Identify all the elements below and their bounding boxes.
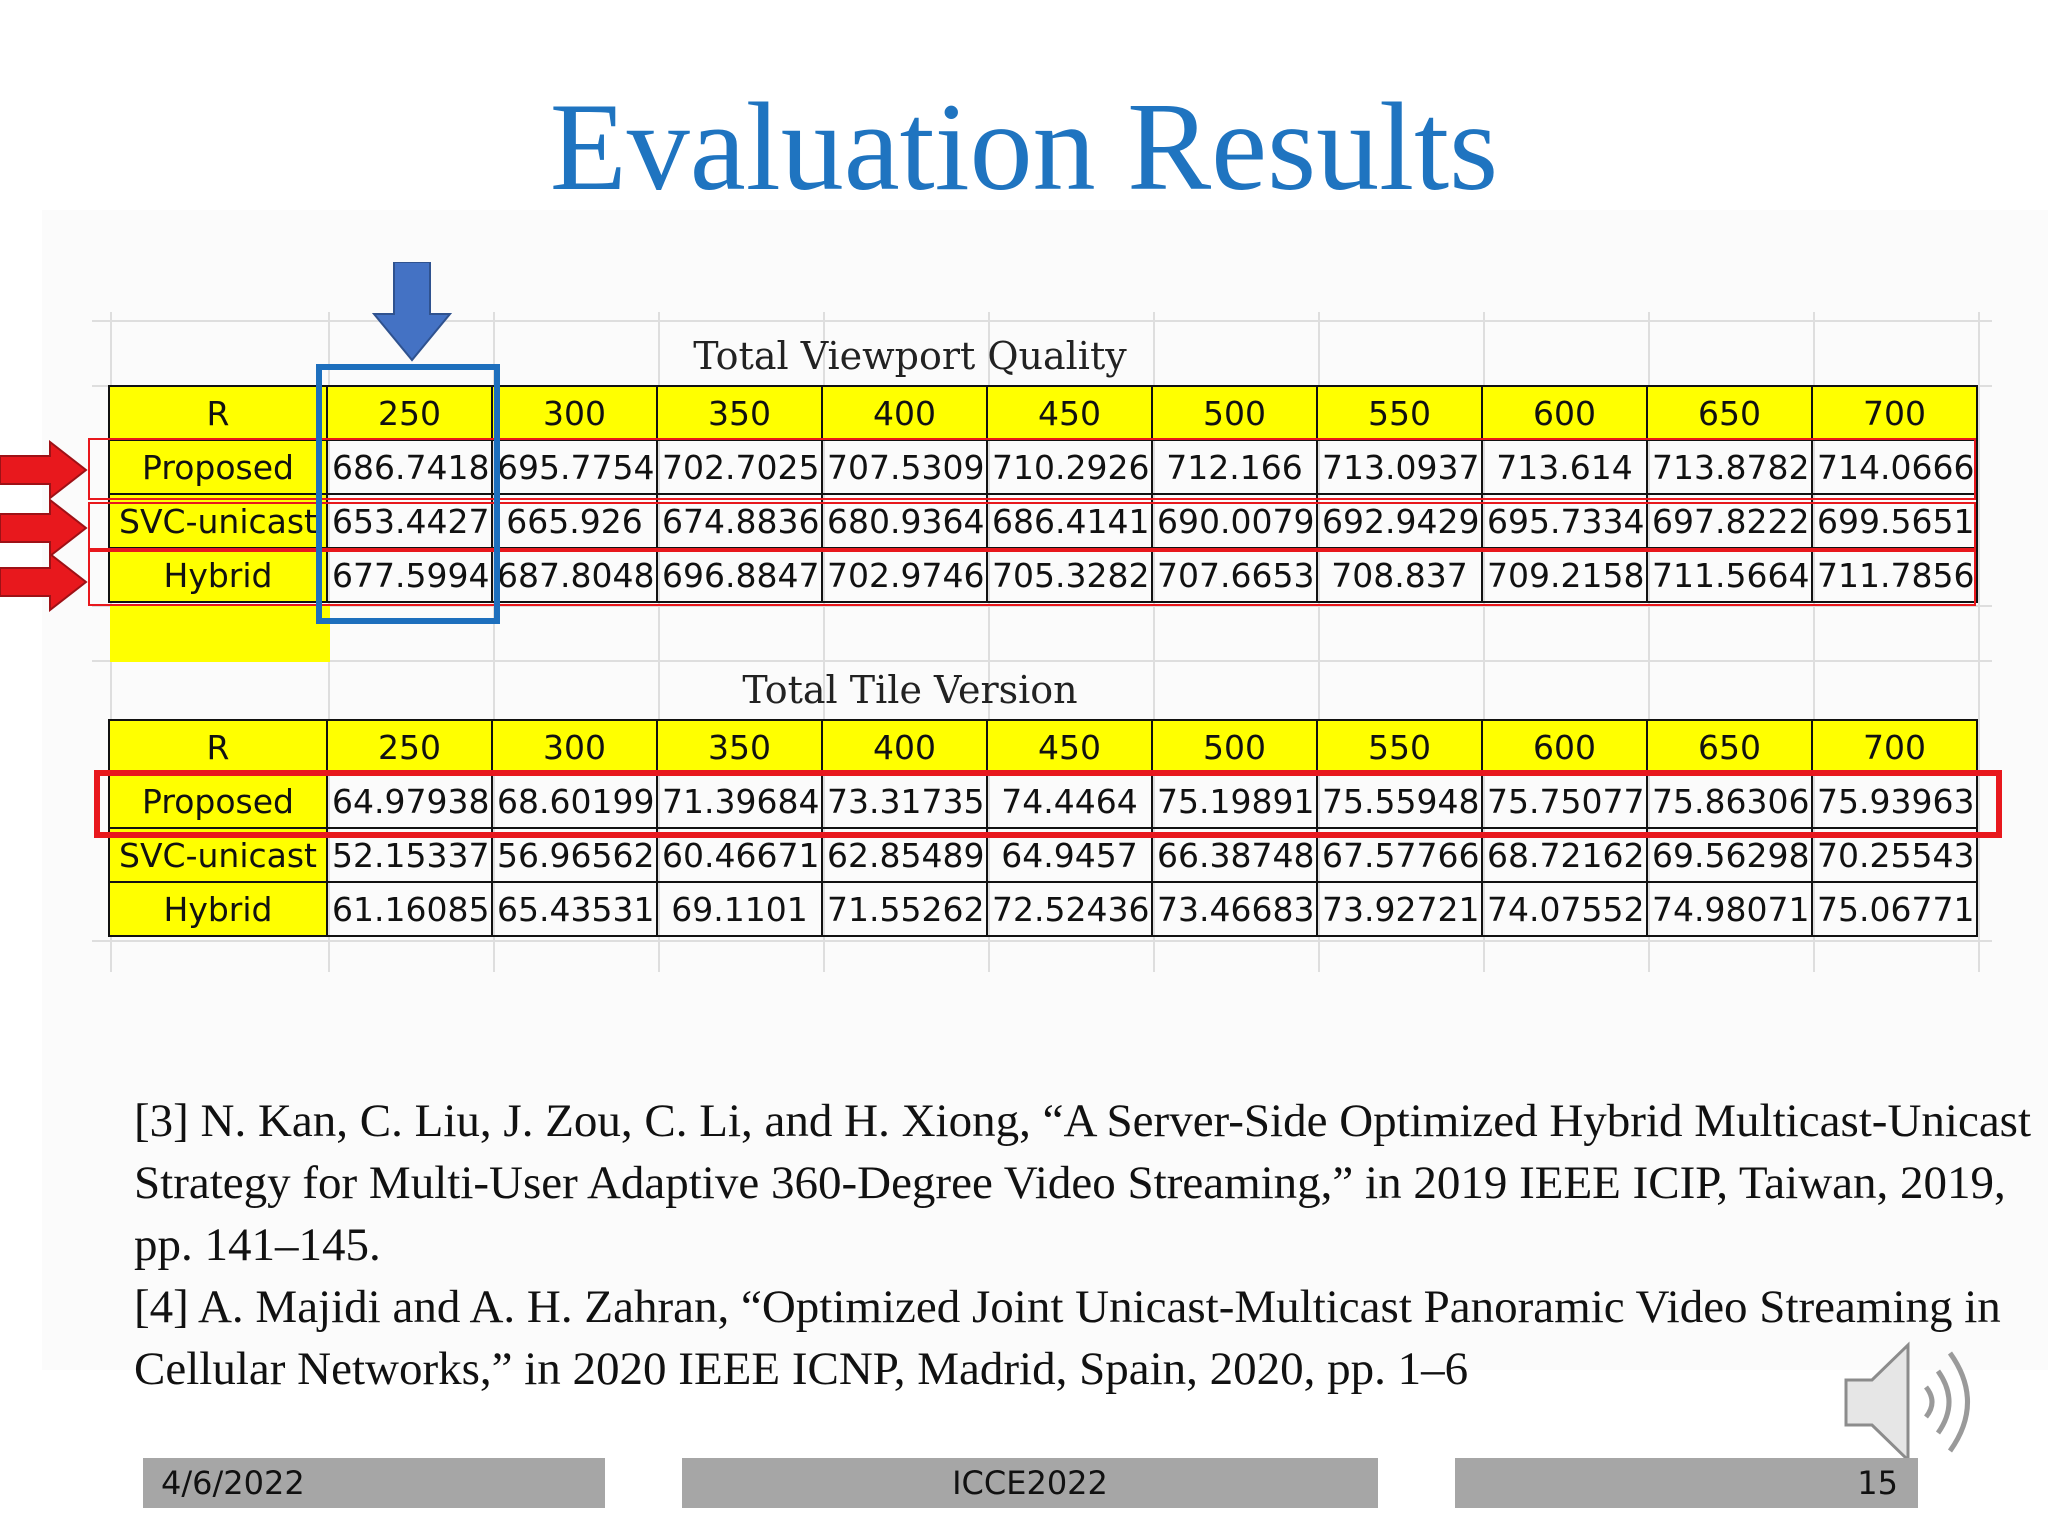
right-arrow-icon — [0, 440, 88, 500]
table-row: Proposed 686.7418 695.7754 702.7025 707.5309… — [108, 439, 1978, 495]
table-header-row: R 250 300 350 400 450 500 550 600 650 700 — [108, 719, 1978, 775]
column-header-cell: 600 — [1481, 719, 1648, 775]
down-arrow-icon — [372, 262, 452, 362]
value-cell: 73.31735 — [821, 773, 988, 829]
reference-3: [3] N. Kan, C. Liu, J. Zou, C. Li, and H… — [134, 1095, 2032, 1271]
right-arrow-icon — [0, 498, 88, 558]
column-header-cell: 700 — [1811, 719, 1978, 775]
value-cell: 74.98071 — [1646, 881, 1813, 937]
column-header-cell: 250 — [326, 719, 493, 775]
tile-version-table: R 250 300 350 400 450 500 550 600 650 700 Proposed 6… — [108, 719, 1978, 937]
value-cell: 709.2158 — [1481, 547, 1648, 603]
column-header-cell: 550 — [1316, 719, 1483, 775]
value-cell: 710.2926 — [986, 439, 1153, 495]
reference-4: [4] A. Majidi and A. H. Zahran, “Optimiz… — [134, 1281, 2001, 1395]
value-cell: 75.86306 — [1646, 773, 1813, 829]
value-cell: 68.60199 — [491, 773, 658, 829]
value-cell: 712.166 — [1151, 439, 1318, 495]
value-cell: 653.4427 — [326, 493, 493, 549]
table-row: Hybrid 677.5994 687.8048 696.8847 702.9746 70… — [108, 547, 1978, 603]
value-cell: 713.8782 — [1646, 439, 1813, 495]
column-header-cell: 550 — [1316, 385, 1483, 441]
value-cell: 74.4464 — [986, 773, 1153, 829]
value-cell: 65.43531 — [491, 881, 658, 937]
value-cell: 711.5664 — [1646, 547, 1813, 603]
column-header-cell: 350 — [656, 385, 823, 441]
row-label-cell: Hybrid — [108, 547, 328, 603]
value-cell: 686.7418 — [326, 439, 493, 495]
slide-title: Evaluation Results — [549, 78, 1499, 217]
value-cell: 71.55262 — [821, 881, 988, 937]
footer-page-number: 15 — [1455, 1458, 1918, 1508]
value-cell: 61.16085 — [326, 881, 493, 937]
value-cell: 711.7856 — [1811, 547, 1978, 603]
row-label-cell: Hybrid — [108, 881, 328, 937]
column-header-cell: 500 — [1151, 385, 1318, 441]
value-cell: 677.5994 — [326, 547, 493, 603]
highlight-row-proposed-tiles — [94, 770, 2002, 838]
highlight-row-proposed — [88, 438, 1976, 500]
column-header-cell: 250 — [326, 385, 493, 441]
value-cell: 69.1101 — [656, 881, 823, 937]
value-cell: 71.39684 — [656, 773, 823, 829]
value-cell: 714.0666 — [1811, 439, 1978, 495]
table-caption-viewport-quality: Total Viewport Quality — [693, 334, 1127, 378]
column-header-cell: 700 — [1811, 385, 1978, 441]
header-label-cell: R — [108, 719, 328, 775]
column-header-cell: 300 — [491, 385, 658, 441]
table-caption-tile-version: Total Tile Version — [742, 668, 1078, 712]
column-header-cell: 650 — [1646, 385, 1813, 441]
column-header-cell: 400 — [821, 385, 988, 441]
references: [3] N. Kan, C. Liu, J. Zou, C. Li, and H… — [134, 1090, 2034, 1400]
value-cell: 695.7754 — [491, 439, 658, 495]
column-header-cell: 650 — [1646, 719, 1813, 775]
row-label-cell: Proposed — [108, 773, 328, 829]
yellow-empty-cell — [110, 604, 330, 662]
column-header-cell: 450 — [986, 385, 1153, 441]
column-header-cell: 450 — [986, 719, 1153, 775]
value-cell: 73.46683 — [1151, 881, 1318, 937]
table-row: SVC-unicast 52.15337 56.96562 60.46671 62.85… — [108, 827, 1978, 883]
value-cell: 73.92721 — [1316, 881, 1483, 937]
row-label-cell: Proposed — [108, 439, 328, 495]
table-row: Hybrid 61.16085 65.43531 69.1101 71.55262 72.… — [108, 881, 1978, 937]
column-header-cell: 350 — [656, 719, 823, 775]
highlight-row-svc-unicast — [88, 502, 1976, 550]
value-cell: 707.5309 — [821, 439, 988, 495]
header-label-cell: R — [108, 385, 328, 441]
value-cell: 60.46671 — [656, 827, 823, 883]
value-cell: 75.93963 — [1811, 773, 1978, 829]
column-header-cell: 500 — [1151, 719, 1318, 775]
footer-conference: ICCE2022 — [682, 1458, 1378, 1508]
value-cell: 702.9746 — [821, 547, 988, 603]
value-cell: 74.07552 — [1481, 881, 1648, 937]
value-cell: 75.06771 — [1811, 881, 1978, 937]
speaker-icon[interactable] — [1840, 1335, 2000, 1470]
value-cell: 75.19891 — [1151, 773, 1318, 829]
value-cell: 687.8048 — [491, 547, 658, 603]
column-header-cell: 600 — [1481, 385, 1648, 441]
value-cell: 713.0937 — [1316, 439, 1483, 495]
footer-date: 4/6/2022 — [143, 1458, 605, 1508]
value-cell: 75.55948 — [1316, 773, 1483, 829]
value-cell: 702.7025 — [656, 439, 823, 495]
right-arrow-icon — [0, 552, 88, 612]
column-header-cell: 400 — [821, 719, 988, 775]
highlight-row-hybrid — [88, 550, 1976, 606]
value-cell: 705.3282 — [986, 547, 1153, 603]
highlight-column-250 — [316, 364, 500, 624]
column-header-cell: 300 — [491, 719, 658, 775]
value-cell: 713.614 — [1481, 439, 1648, 495]
value-cell: 62.85489 — [821, 827, 988, 883]
value-cell: 72.52436 — [986, 881, 1153, 937]
